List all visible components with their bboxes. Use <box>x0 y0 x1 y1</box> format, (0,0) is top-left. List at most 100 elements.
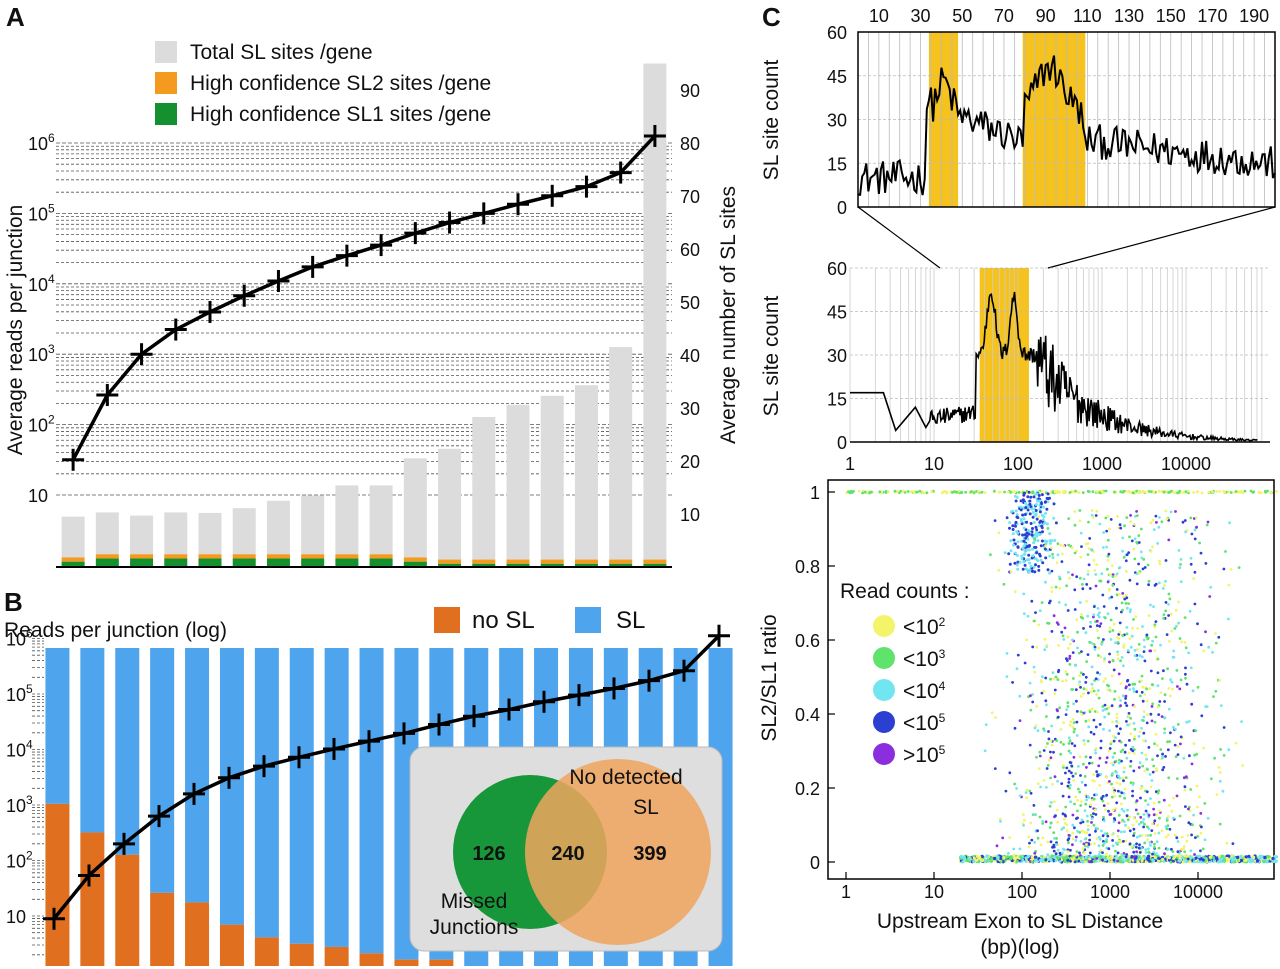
scatter-point <box>1079 840 1083 843</box>
scatter-point <box>1139 857 1143 860</box>
scatter-point <box>1179 678 1183 682</box>
scatter-point <box>1184 805 1187 808</box>
scatter-point <box>909 490 913 493</box>
scatter-point <box>1094 573 1098 576</box>
scatter-point <box>1166 740 1169 744</box>
scatter-point <box>1142 813 1146 816</box>
scatter-point <box>1015 530 1019 534</box>
scatter-point <box>1166 748 1170 752</box>
scatter-point <box>1222 567 1226 571</box>
scatter-point <box>1042 749 1046 752</box>
scatter-point <box>1153 845 1156 849</box>
scatter-point <box>1116 650 1119 654</box>
scatter-point <box>1018 694 1022 698</box>
scatter-point <box>1073 744 1077 748</box>
scatter-point <box>1129 645 1133 649</box>
scatter-point <box>1184 490 1188 494</box>
scatter-point <box>1157 713 1161 716</box>
scatter-point <box>1105 840 1108 843</box>
scatter-point <box>1050 586 1054 589</box>
scatter-point <box>1022 517 1026 521</box>
scatter-point <box>1023 542 1027 546</box>
scatter-point <box>1183 785 1187 789</box>
scatter-point <box>1133 737 1136 741</box>
scatter-point <box>1142 638 1146 642</box>
scatter-point <box>1070 546 1074 550</box>
scatter-point <box>1167 491 1171 494</box>
scatter-point <box>1135 510 1138 513</box>
scatter-point <box>1104 808 1107 812</box>
scatter-point <box>1136 658 1139 661</box>
scatter-point <box>1071 726 1075 729</box>
scatter-point <box>1194 516 1198 520</box>
scatter-point <box>1020 519 1024 523</box>
scatter-point <box>1036 729 1040 733</box>
scatter-point <box>1174 727 1177 731</box>
scatter-point <box>992 489 996 493</box>
scatter-point <box>1147 847 1150 851</box>
scatter-point <box>1132 722 1136 725</box>
scatter-point <box>1176 850 1180 854</box>
scatter-point <box>1189 856 1193 860</box>
scatter-point <box>1031 857 1035 861</box>
scatter-point <box>1151 822 1154 826</box>
scatter-point <box>1072 856 1076 860</box>
scatter-point <box>1068 723 1072 727</box>
scatter-point <box>912 491 916 495</box>
scatter-point <box>1081 583 1084 586</box>
scatter-point <box>1034 533 1038 537</box>
scatter-point <box>1018 794 1022 798</box>
scatter-point <box>1215 490 1219 493</box>
scatter-point <box>1218 771 1222 774</box>
total-sl-bar <box>438 448 462 560</box>
sl2-bar <box>574 559 598 564</box>
scatter-point <box>1239 489 1243 493</box>
scatter-point <box>1149 844 1152 847</box>
scatter-point <box>1140 674 1144 678</box>
scatter-point <box>1001 836 1005 840</box>
scatter-point <box>1214 689 1218 693</box>
scatter-point <box>878 490 882 494</box>
scatter-point <box>1031 645 1035 649</box>
scatter-point <box>1206 816 1210 820</box>
sl2-bar <box>438 559 462 564</box>
scatter-point <box>1044 676 1048 680</box>
scatter-point <box>1053 688 1057 692</box>
scatter-point <box>1026 614 1030 618</box>
scatter-point <box>1116 721 1120 725</box>
scatter-point <box>1106 538 1110 542</box>
scatter-point <box>1052 677 1056 681</box>
scatter-point <box>1037 568 1041 572</box>
scatter-point <box>1125 570 1128 573</box>
scatter-point <box>1022 818 1026 822</box>
scatter-point <box>1090 548 1093 552</box>
scatter-point <box>1034 545 1038 549</box>
scatter-point <box>1022 824 1025 827</box>
scatter-point <box>1055 739 1059 742</box>
scatter-point <box>1112 808 1115 812</box>
sl-bar <box>115 648 140 855</box>
sl-bar <box>359 648 384 954</box>
scatter-point <box>1090 665 1094 669</box>
scatter-point <box>1079 856 1083 860</box>
scatter-point <box>1183 788 1187 792</box>
scatter-point <box>1078 576 1082 580</box>
scatter-point <box>1053 775 1057 779</box>
scatter-point <box>1007 552 1011 556</box>
scatter-point <box>1178 489 1182 493</box>
sl1-bar <box>164 558 188 567</box>
scatter-point <box>861 491 864 495</box>
scatter-point <box>1115 593 1119 597</box>
scatter-point <box>1123 830 1126 834</box>
scatter-point <box>1115 716 1119 720</box>
scatter-point <box>1045 767 1049 770</box>
scatter-point <box>1121 748 1125 752</box>
scatter-point <box>1092 823 1096 827</box>
scatter-point <box>1122 809 1126 813</box>
scatter-point <box>1044 556 1048 560</box>
scatter-point <box>1070 764 1074 768</box>
scatter-point <box>1048 826 1052 829</box>
scatter-point <box>1028 499 1032 503</box>
venn-diagram: 126 240 399 Missed Junctions No detected S… <box>409 746 723 952</box>
x-tick-label: 1 <box>841 882 851 902</box>
